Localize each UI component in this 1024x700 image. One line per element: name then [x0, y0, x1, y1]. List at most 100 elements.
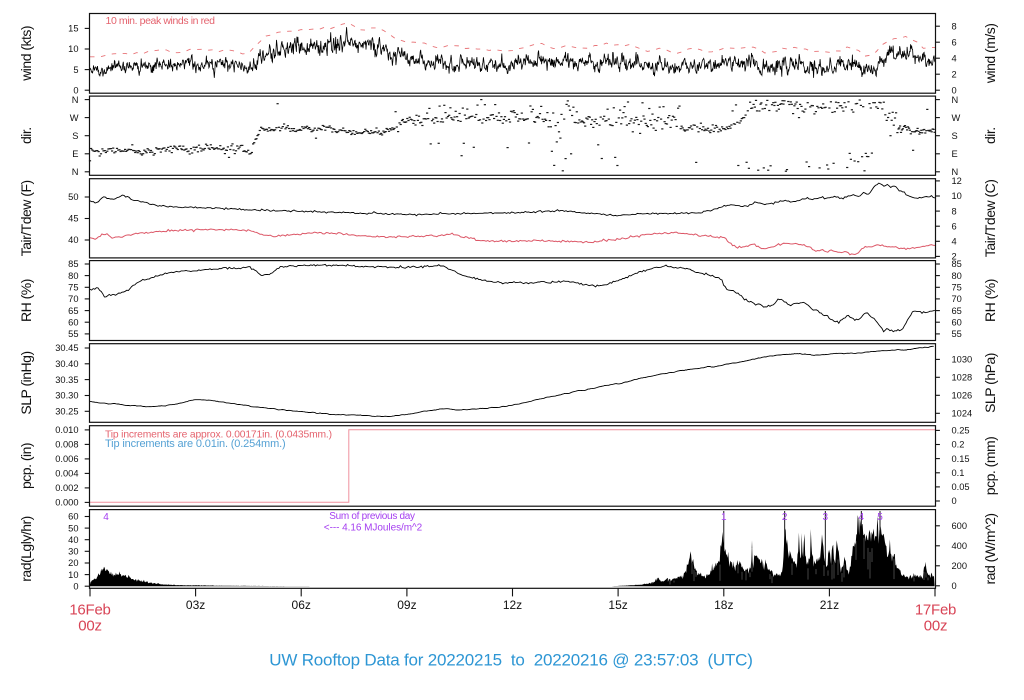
svg-text:65: 65	[68, 306, 78, 316]
svg-text:4: 4	[103, 512, 109, 523]
svg-text:0: 0	[73, 85, 78, 95]
svg-text:Tair/Tdew (F): Tair/Tdew (F)	[18, 180, 34, 256]
svg-text:30.25: 30.25	[55, 407, 78, 417]
svg-text:21z: 21z	[820, 598, 839, 612]
svg-text:Tair/Tdew (C): Tair/Tdew (C)	[982, 180, 998, 258]
svg-text:30.45: 30.45	[55, 343, 78, 353]
svg-text:70: 70	[68, 294, 78, 304]
svg-text:SLP (inHg): SLP (inHg)	[18, 351, 34, 414]
svg-text:dir.: dir.	[18, 127, 34, 144]
svg-text:wind (kts): wind (kts)	[18, 26, 34, 82]
svg-text:60: 60	[68, 512, 78, 522]
svg-text:65: 65	[952, 306, 962, 316]
svg-text:0: 0	[952, 85, 957, 95]
svg-text:70: 70	[952, 294, 962, 304]
svg-text:18z: 18z	[714, 598, 733, 612]
svg-text:17Feb: 17Feb	[915, 602, 956, 619]
svg-text:50: 50	[68, 523, 78, 533]
svg-text:0.25: 0.25	[952, 426, 970, 436]
svg-text:0.15: 0.15	[952, 454, 970, 464]
svg-text:45: 45	[68, 214, 78, 224]
svg-text:12z: 12z	[503, 598, 522, 612]
svg-text:rad(Lgly/hr): rad(Lgly/hr)	[18, 516, 34, 582]
svg-text:60: 60	[68, 317, 78, 327]
svg-text:1028: 1028	[952, 373, 973, 383]
svg-text:200: 200	[952, 561, 968, 571]
svg-text:40: 40	[68, 535, 78, 545]
svg-text:4: 4	[952, 53, 957, 63]
svg-text:00z: 00z	[78, 618, 101, 635]
svg-text:0.1: 0.1	[952, 468, 965, 478]
svg-text:3: 3	[823, 512, 829, 523]
svg-text:20: 20	[68, 558, 78, 568]
svg-text:S: S	[72, 131, 78, 141]
svg-text:RH (%): RH (%)	[18, 279, 34, 322]
svg-text:60: 60	[952, 317, 962, 327]
svg-text:0.008: 0.008	[55, 440, 78, 450]
svg-text:80: 80	[952, 271, 962, 281]
svg-text:pcp. (mm): pcp. (mm)	[982, 437, 998, 496]
svg-text:0.002: 0.002	[55, 483, 78, 493]
svg-text:40: 40	[68, 235, 78, 245]
svg-text:E: E	[72, 149, 78, 159]
svg-text:pcp. (in): pcp. (in)	[18, 443, 34, 489]
svg-text:00z: 00z	[924, 618, 947, 635]
svg-text:0.006: 0.006	[55, 454, 78, 464]
svg-text:2: 2	[952, 69, 957, 79]
svg-text:2: 2	[952, 252, 957, 262]
svg-text:0.004: 0.004	[55, 469, 78, 479]
svg-text:600: 600	[952, 521, 968, 531]
svg-text:0.010: 0.010	[55, 425, 78, 435]
svg-text:06z: 06z	[292, 598, 311, 612]
svg-text:Sum of previous day: Sum of previous day	[329, 511, 415, 522]
svg-text:2: 2	[782, 512, 788, 523]
svg-text:1: 1	[721, 512, 727, 523]
svg-text:10: 10	[952, 191, 962, 201]
svg-text:30: 30	[68, 547, 78, 557]
svg-text:5: 5	[73, 65, 78, 75]
svg-text:0.05: 0.05	[952, 482, 970, 492]
svg-text:5: 5	[877, 512, 883, 523]
svg-text:6: 6	[952, 221, 957, 231]
svg-text:400: 400	[952, 541, 968, 551]
svg-text:0: 0	[952, 581, 957, 591]
svg-text:80: 80	[68, 271, 78, 281]
svg-text:W: W	[70, 113, 79, 123]
svg-text:0: 0	[73, 581, 78, 591]
svg-text:1030: 1030	[952, 355, 973, 365]
svg-text:E: E	[952, 149, 958, 159]
svg-text:<--- 4.16 MJoules/m^2: <--- 4.16 MJoules/m^2	[324, 523, 423, 534]
svg-text:0.2: 0.2	[952, 440, 965, 450]
svg-text:15: 15	[68, 24, 78, 34]
svg-text:N: N	[952, 95, 959, 105]
svg-text:85: 85	[68, 259, 78, 269]
svg-text:dir.: dir.	[982, 127, 998, 144]
svg-text:85: 85	[952, 259, 962, 269]
svg-text:SLP (hPa): SLP (hPa)	[982, 353, 998, 413]
svg-text:03z: 03z	[186, 598, 205, 612]
svg-text:wind (m/s): wind (m/s)	[982, 24, 998, 85]
svg-text:N: N	[952, 167, 959, 177]
svg-text:50: 50	[68, 192, 78, 202]
svg-text:RH (%): RH (%)	[982, 279, 998, 322]
svg-text:S: S	[952, 131, 958, 141]
svg-text:Tip increments are approx. 0.0: Tip increments are approx. 0.00171in. (0…	[105, 429, 332, 440]
svg-text:UW Rooftop Data for 20220215: UW Rooftop Data for 20220215 to 20220216…	[269, 651, 752, 670]
svg-text:W: W	[952, 113, 961, 123]
svg-text:09z: 09z	[397, 598, 416, 612]
svg-text:55: 55	[68, 329, 78, 339]
svg-text:75: 75	[68, 283, 78, 293]
svg-text:Tip increments are 0.01in. (0.: Tip increments are 0.01in. (0.254mm.)	[105, 438, 286, 450]
svg-text:10: 10	[68, 570, 78, 580]
svg-text:1024: 1024	[952, 409, 973, 419]
svg-text:N: N	[72, 167, 79, 177]
svg-text:rad (W/m^2): rad (W/m^2)	[982, 513, 998, 584]
svg-text:30.40: 30.40	[55, 359, 78, 369]
svg-text:30.35: 30.35	[55, 375, 78, 385]
svg-text:55: 55	[952, 329, 962, 339]
svg-text:12: 12	[952, 176, 962, 186]
svg-text:75: 75	[952, 283, 962, 293]
svg-text:10 min. peak winds in red: 10 min. peak winds in red	[106, 15, 216, 27]
svg-text:8: 8	[952, 21, 957, 31]
svg-text:15z: 15z	[608, 598, 627, 612]
